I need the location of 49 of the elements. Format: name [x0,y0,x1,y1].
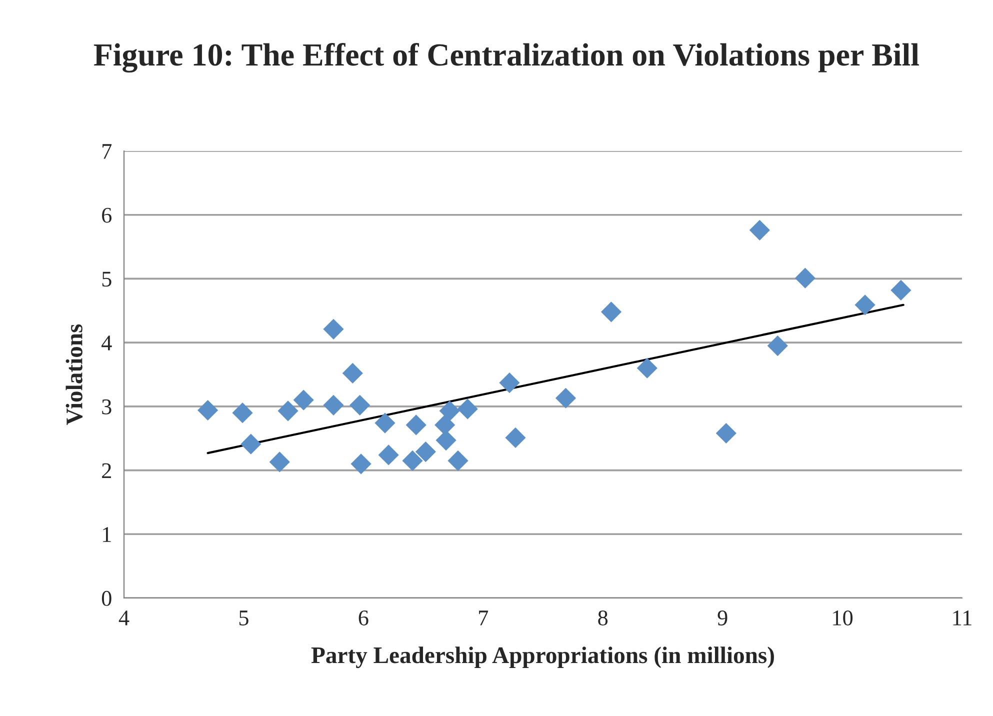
point [240,434,262,454]
x-tick-label: 5 [239,610,248,626]
point [278,400,298,422]
y-tick-label: 3 [102,399,112,414]
point [439,400,460,422]
point [890,280,912,301]
x-tick-label: 10 [833,610,853,626]
y-tick-label: 7 [102,144,112,159]
point [342,362,363,384]
x-tick-label: 7 [479,610,488,626]
point [749,220,770,240]
x-tick-label: 9 [718,610,728,626]
point [600,302,622,322]
point [448,450,468,472]
y-tick-label: 5 [102,272,112,287]
point [198,400,218,421]
point [323,394,344,416]
point [293,390,314,410]
point [767,335,788,356]
y-tick-label: 4 [102,336,112,350]
y-tick-label: 2 [102,463,111,478]
point [555,388,576,408]
point [499,372,520,394]
point [374,412,396,434]
point [378,444,399,466]
point [402,450,423,472]
y-tick-label: 1 [103,527,111,542]
point [406,414,426,436]
point [415,441,436,462]
point [854,294,876,316]
point [350,394,370,416]
x-axis-title: Party Leadership Appropriations (in millions) [311,646,774,668]
y-axis-title: Violations [66,324,83,425]
point [505,427,526,448]
x-tick-label: 4 [118,610,130,626]
point [636,358,658,378]
y-tick-label: 6 [102,208,112,223]
x-tick-label: 6 [358,610,368,626]
point [350,454,372,474]
x-tick-label: 11 [953,610,972,626]
y-tick-label: 0 [102,590,112,606]
point [794,268,816,288]
chart-title: Figure 10: The Effect of Centralization on Violations per Bill [94,42,919,73]
point [457,398,478,420]
x-tick-label: 8 [598,610,608,626]
point [323,318,344,340]
point [232,402,253,424]
point [269,452,290,472]
point [716,422,736,444]
